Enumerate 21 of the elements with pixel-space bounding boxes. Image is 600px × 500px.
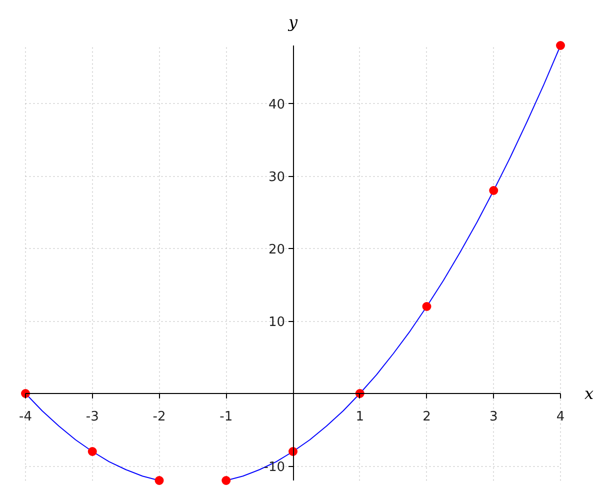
y-tick-label: 40 (268, 98, 286, 112)
y-tick-label: -10 (264, 460, 285, 475)
x-tick-label: 4 (556, 410, 565, 424)
point (556, 41, 565, 50)
point (222, 476, 231, 485)
point (154, 476, 164, 485)
y-tick-label: 30 (268, 170, 286, 185)
x-tick-label: -2 (152, 410, 166, 424)
point (88, 447, 97, 456)
x-tick-label: -4 (19, 410, 32, 424)
x-tick-label: 3 (489, 410, 498, 424)
y-tick-label: 20 (268, 242, 286, 258)
x-tick-label: -3 (86, 410, 99, 424)
x-axis-title: x (584, 384, 594, 403)
y-axis-title: y (287, 12, 298, 32)
point (422, 302, 432, 311)
x-tick-label: 2 (422, 410, 431, 424)
x-tick-label: -1 (220, 410, 233, 424)
point (489, 186, 498, 195)
x-tick-label: 1 (356, 410, 364, 424)
y-tick-label: 10 (268, 315, 286, 330)
